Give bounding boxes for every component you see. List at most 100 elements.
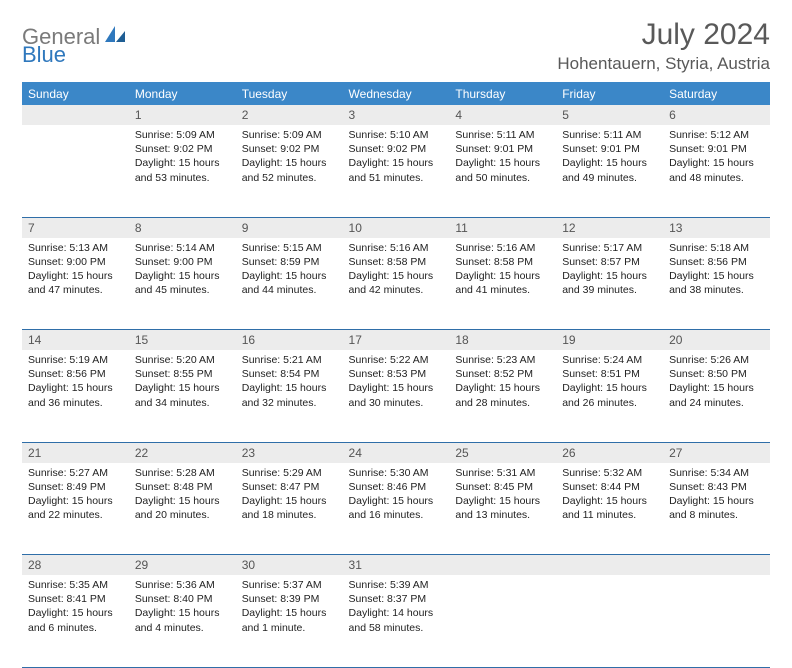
day-number-row: 14151617181920 <box>22 330 770 351</box>
day-number: 9 <box>236 217 343 238</box>
day-cell: Sunrise: 5:09 AMSunset: 9:02 PMDaylight:… <box>236 125 343 217</box>
weekday-header: Wednesday <box>343 83 450 106</box>
day-cell-text: Sunrise: 5:09 AMSunset: 9:02 PMDaylight:… <box>236 125 343 191</box>
logo-text-blue: Blue <box>22 42 66 67</box>
location: Hohentauern, Styria, Austria <box>557 54 770 74</box>
day-cell: Sunrise: 5:13 AMSunset: 9:00 PMDaylight:… <box>22 238 129 330</box>
day-number: 2 <box>236 105 343 125</box>
day-cell: Sunrise: 5:12 AMSunset: 9:01 PMDaylight:… <box>663 125 770 217</box>
weekday-header: Sunday <box>22 83 129 106</box>
day-cell-text: Sunrise: 5:15 AMSunset: 8:59 PMDaylight:… <box>236 238 343 304</box>
day-cell-text <box>556 575 663 584</box>
day-cell: Sunrise: 5:10 AMSunset: 9:02 PMDaylight:… <box>343 125 450 217</box>
day-cell: Sunrise: 5:27 AMSunset: 8:49 PMDaylight:… <box>22 463 129 555</box>
logo-sail-icon <box>104 25 126 48</box>
day-cell-text: Sunrise: 5:27 AMSunset: 8:49 PMDaylight:… <box>22 463 129 529</box>
day-cell-text: Sunrise: 5:36 AMSunset: 8:40 PMDaylight:… <box>129 575 236 641</box>
day-cell-text: Sunrise: 5:14 AMSunset: 9:00 PMDaylight:… <box>129 238 236 304</box>
day-cell: Sunrise: 5:17 AMSunset: 8:57 PMDaylight:… <box>556 238 663 330</box>
day-number-row: 28293031 <box>22 555 770 576</box>
day-cell-text: Sunrise: 5:12 AMSunset: 9:01 PMDaylight:… <box>663 125 770 191</box>
day-cell-text: Sunrise: 5:32 AMSunset: 8:44 PMDaylight:… <box>556 463 663 529</box>
day-number: 5 <box>556 105 663 125</box>
day-number: 1 <box>129 105 236 125</box>
day-cell-text: Sunrise: 5:16 AMSunset: 8:58 PMDaylight:… <box>343 238 450 304</box>
day-cell: Sunrise: 5:39 AMSunset: 8:37 PMDaylight:… <box>343 575 450 667</box>
day-body-row: Sunrise: 5:09 AMSunset: 9:02 PMDaylight:… <box>22 125 770 217</box>
day-cell <box>22 125 129 217</box>
day-cell-text: Sunrise: 5:13 AMSunset: 9:00 PMDaylight:… <box>22 238 129 304</box>
day-cell: Sunrise: 5:29 AMSunset: 8:47 PMDaylight:… <box>236 463 343 555</box>
day-number-row: 123456 <box>22 105 770 125</box>
day-cell-text: Sunrise: 5:31 AMSunset: 8:45 PMDaylight:… <box>449 463 556 529</box>
day-cell: Sunrise: 5:35 AMSunset: 8:41 PMDaylight:… <box>22 575 129 667</box>
day-cell: Sunrise: 5:14 AMSunset: 9:00 PMDaylight:… <box>129 238 236 330</box>
day-cell: Sunrise: 5:21 AMSunset: 8:54 PMDaylight:… <box>236 350 343 442</box>
day-cell <box>663 575 770 667</box>
day-number: 11 <box>449 217 556 238</box>
day-cell-text: Sunrise: 5:09 AMSunset: 9:02 PMDaylight:… <box>129 125 236 191</box>
day-number: 12 <box>556 217 663 238</box>
day-cell-text: Sunrise: 5:20 AMSunset: 8:55 PMDaylight:… <box>129 350 236 416</box>
day-number: 22 <box>129 442 236 463</box>
day-cell-text: Sunrise: 5:10 AMSunset: 9:02 PMDaylight:… <box>343 125 450 191</box>
day-cell: Sunrise: 5:23 AMSunset: 8:52 PMDaylight:… <box>449 350 556 442</box>
day-number: 3 <box>343 105 450 125</box>
day-cell: Sunrise: 5:15 AMSunset: 8:59 PMDaylight:… <box>236 238 343 330</box>
day-cell <box>556 575 663 667</box>
day-cell-text: Sunrise: 5:18 AMSunset: 8:56 PMDaylight:… <box>663 238 770 304</box>
calendar-table: Sunday Monday Tuesday Wednesday Thursday… <box>22 82 770 668</box>
day-cell: Sunrise: 5:28 AMSunset: 8:48 PMDaylight:… <box>129 463 236 555</box>
weekday-header: Tuesday <box>236 83 343 106</box>
day-cell-text: Sunrise: 5:17 AMSunset: 8:57 PMDaylight:… <box>556 238 663 304</box>
header: General July 2024 Hohentauern, Styria, A… <box>22 18 770 74</box>
day-body-row: Sunrise: 5:27 AMSunset: 8:49 PMDaylight:… <box>22 463 770 555</box>
day-cell: Sunrise: 5:22 AMSunset: 8:53 PMDaylight:… <box>343 350 450 442</box>
day-number: 10 <box>343 217 450 238</box>
day-number: 15 <box>129 330 236 351</box>
day-cell-text: Sunrise: 5:35 AMSunset: 8:41 PMDaylight:… <box>22 575 129 641</box>
day-body-row: Sunrise: 5:19 AMSunset: 8:56 PMDaylight:… <box>22 350 770 442</box>
day-cell: Sunrise: 5:16 AMSunset: 8:58 PMDaylight:… <box>343 238 450 330</box>
day-number: 7 <box>22 217 129 238</box>
weekday-header: Saturday <box>663 83 770 106</box>
day-cell-text <box>449 575 556 584</box>
day-number: 21 <box>22 442 129 463</box>
day-cell: Sunrise: 5:09 AMSunset: 9:02 PMDaylight:… <box>129 125 236 217</box>
day-cell-text: Sunrise: 5:11 AMSunset: 9:01 PMDaylight:… <box>556 125 663 191</box>
day-number: 28 <box>22 555 129 576</box>
day-number <box>556 555 663 576</box>
day-number: 6 <box>663 105 770 125</box>
day-number: 30 <box>236 555 343 576</box>
day-cell: Sunrise: 5:11 AMSunset: 9:01 PMDaylight:… <box>449 125 556 217</box>
title-block: July 2024 Hohentauern, Styria, Austria <box>557 18 770 74</box>
day-cell-text: Sunrise: 5:22 AMSunset: 8:53 PMDaylight:… <box>343 350 450 416</box>
day-cell: Sunrise: 5:36 AMSunset: 8:40 PMDaylight:… <box>129 575 236 667</box>
weekday-header: Friday <box>556 83 663 106</box>
day-number <box>22 105 129 125</box>
day-cell: Sunrise: 5:11 AMSunset: 9:01 PMDaylight:… <box>556 125 663 217</box>
day-cell-text: Sunrise: 5:19 AMSunset: 8:56 PMDaylight:… <box>22 350 129 416</box>
day-cell: Sunrise: 5:16 AMSunset: 8:58 PMDaylight:… <box>449 238 556 330</box>
day-cell-text: Sunrise: 5:23 AMSunset: 8:52 PMDaylight:… <box>449 350 556 416</box>
day-number: 23 <box>236 442 343 463</box>
day-cell: Sunrise: 5:32 AMSunset: 8:44 PMDaylight:… <box>556 463 663 555</box>
day-number-row: 21222324252627 <box>22 442 770 463</box>
day-body-row: Sunrise: 5:35 AMSunset: 8:41 PMDaylight:… <box>22 575 770 667</box>
day-cell: Sunrise: 5:31 AMSunset: 8:45 PMDaylight:… <box>449 463 556 555</box>
day-cell-text <box>663 575 770 584</box>
day-cell-text: Sunrise: 5:24 AMSunset: 8:51 PMDaylight:… <box>556 350 663 416</box>
day-cell-text: Sunrise: 5:28 AMSunset: 8:48 PMDaylight:… <box>129 463 236 529</box>
day-cell: Sunrise: 5:19 AMSunset: 8:56 PMDaylight:… <box>22 350 129 442</box>
day-cell: Sunrise: 5:20 AMSunset: 8:55 PMDaylight:… <box>129 350 236 442</box>
day-number: 26 <box>556 442 663 463</box>
day-number: 8 <box>129 217 236 238</box>
day-number: 13 <box>663 217 770 238</box>
day-cell: Sunrise: 5:26 AMSunset: 8:50 PMDaylight:… <box>663 350 770 442</box>
day-number: 14 <box>22 330 129 351</box>
day-cell: Sunrise: 5:37 AMSunset: 8:39 PMDaylight:… <box>236 575 343 667</box>
day-number: 17 <box>343 330 450 351</box>
day-cell-text: Sunrise: 5:34 AMSunset: 8:43 PMDaylight:… <box>663 463 770 529</box>
weekday-header: Thursday <box>449 83 556 106</box>
day-cell-text: Sunrise: 5:16 AMSunset: 8:58 PMDaylight:… <box>449 238 556 304</box>
